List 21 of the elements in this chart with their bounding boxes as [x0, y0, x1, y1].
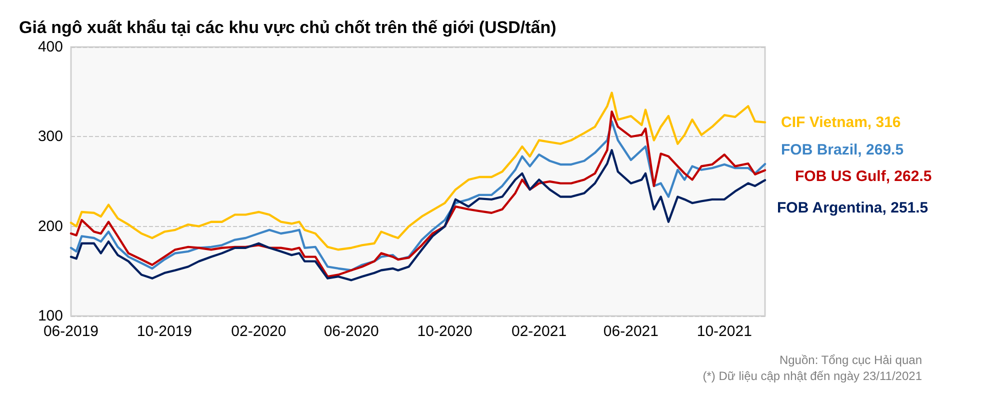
text: FOB US Gulf, 262.5 [795, 168, 932, 185]
series-label: FOB Brazil, 269.5 [781, 142, 904, 159]
text: Nguồn: Tổng cục Hải quan [779, 353, 922, 367]
x-tick-label: 02-2020 [231, 323, 286, 340]
y-tick-label: 100 [38, 308, 63, 324]
series-label: FOB Argentina, 251.5 [777, 200, 928, 217]
chart-title: Giá ngô xuất khẩu tại các khu vực chủ chốt trên thế giới (USD/tấn) [19, 18, 556, 37]
series-label: CIF Vietnam, 316 [781, 114, 901, 131]
line-series [70, 92, 766, 251]
y-tick-label: 400 [38, 38, 63, 56]
x-tick-label: 10-2020 [417, 323, 472, 340]
line-series [70, 149, 766, 282]
x-tick-label: 02-2021 [511, 323, 567, 340]
y-tick-label: 200 [38, 218, 63, 235]
y-tick-label: 300 [38, 128, 63, 146]
text: (*) Dữ liệu cập nhật đến ngày 23/11/2021 [702, 369, 922, 383]
x-tick-label: 06-2021 [603, 323, 658, 340]
x-tick-label: 10-2019 [136, 323, 192, 340]
x-tick-label: 06-2020 [324, 323, 379, 340]
x-tick-label: 06-2019 [43, 323, 99, 340]
x-tick-label: 10-2021 [696, 323, 752, 340]
